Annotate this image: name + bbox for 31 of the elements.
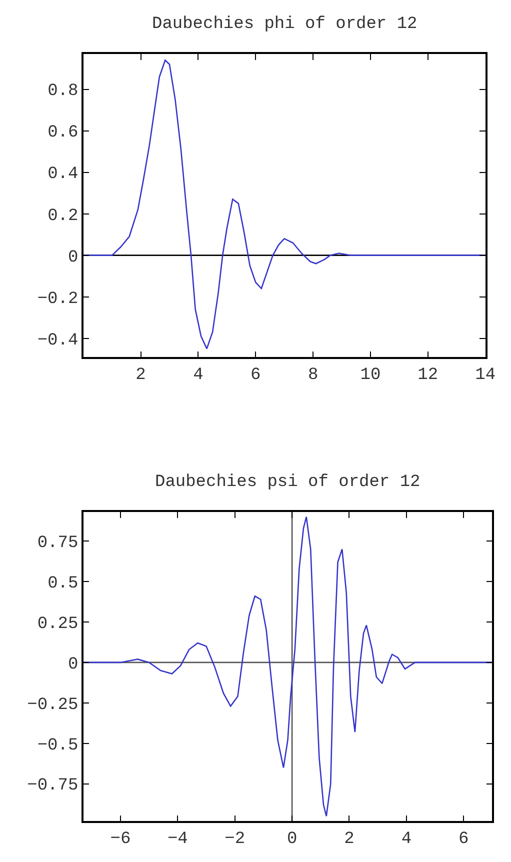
y-tick-label: 0.25 bbox=[37, 614, 78, 634]
x-tick-label: −2 bbox=[224, 830, 246, 850]
x-tick-label: 6 bbox=[458, 830, 469, 850]
x-tick-label: 4 bbox=[401, 830, 412, 850]
y-tick-label: −0.4 bbox=[37, 331, 78, 350]
y-tick-label: 0 bbox=[68, 655, 78, 674]
y-tick-label: −0.25 bbox=[27, 696, 78, 715]
y-tick-label: 0.75 bbox=[37, 534, 78, 554]
chart-title: Daubechies psi of order 12 bbox=[155, 473, 420, 492]
x-tick-label: 0 bbox=[286, 830, 298, 850]
y-tick-label: −0.75 bbox=[27, 776, 78, 796]
x-tick-label: −4 bbox=[167, 830, 188, 850]
y-tick-label: 0.6 bbox=[48, 124, 78, 143]
y-tick-label: 0.4 bbox=[48, 165, 78, 184]
x-tick-label: 2 bbox=[136, 366, 146, 386]
x-tick-label: −6 bbox=[110, 830, 131, 850]
x-tick-label: 4 bbox=[193, 366, 204, 386]
x-tick-label: 8 bbox=[308, 366, 318, 386]
x-tick-label: 12 bbox=[418, 366, 438, 386]
chart-title: Daubechies phi of order 12 bbox=[152, 15, 418, 34]
y-tick-label: −0.5 bbox=[37, 736, 78, 756]
y-tick-label: −0.2 bbox=[37, 290, 78, 309]
y-tick-label: 0.8 bbox=[48, 82, 78, 102]
line-series bbox=[83, 60, 486, 350]
y-tick-label: 0 bbox=[68, 248, 78, 268]
x-tick-label: 6 bbox=[250, 366, 261, 386]
y-tick-label: 0.2 bbox=[48, 206, 78, 226]
x-tick-label: 14 bbox=[475, 366, 496, 386]
y-tick-label: 0.5 bbox=[48, 574, 78, 594]
x-tick-label: 2 bbox=[344, 830, 354, 850]
x-tick-label: 10 bbox=[360, 366, 381, 386]
